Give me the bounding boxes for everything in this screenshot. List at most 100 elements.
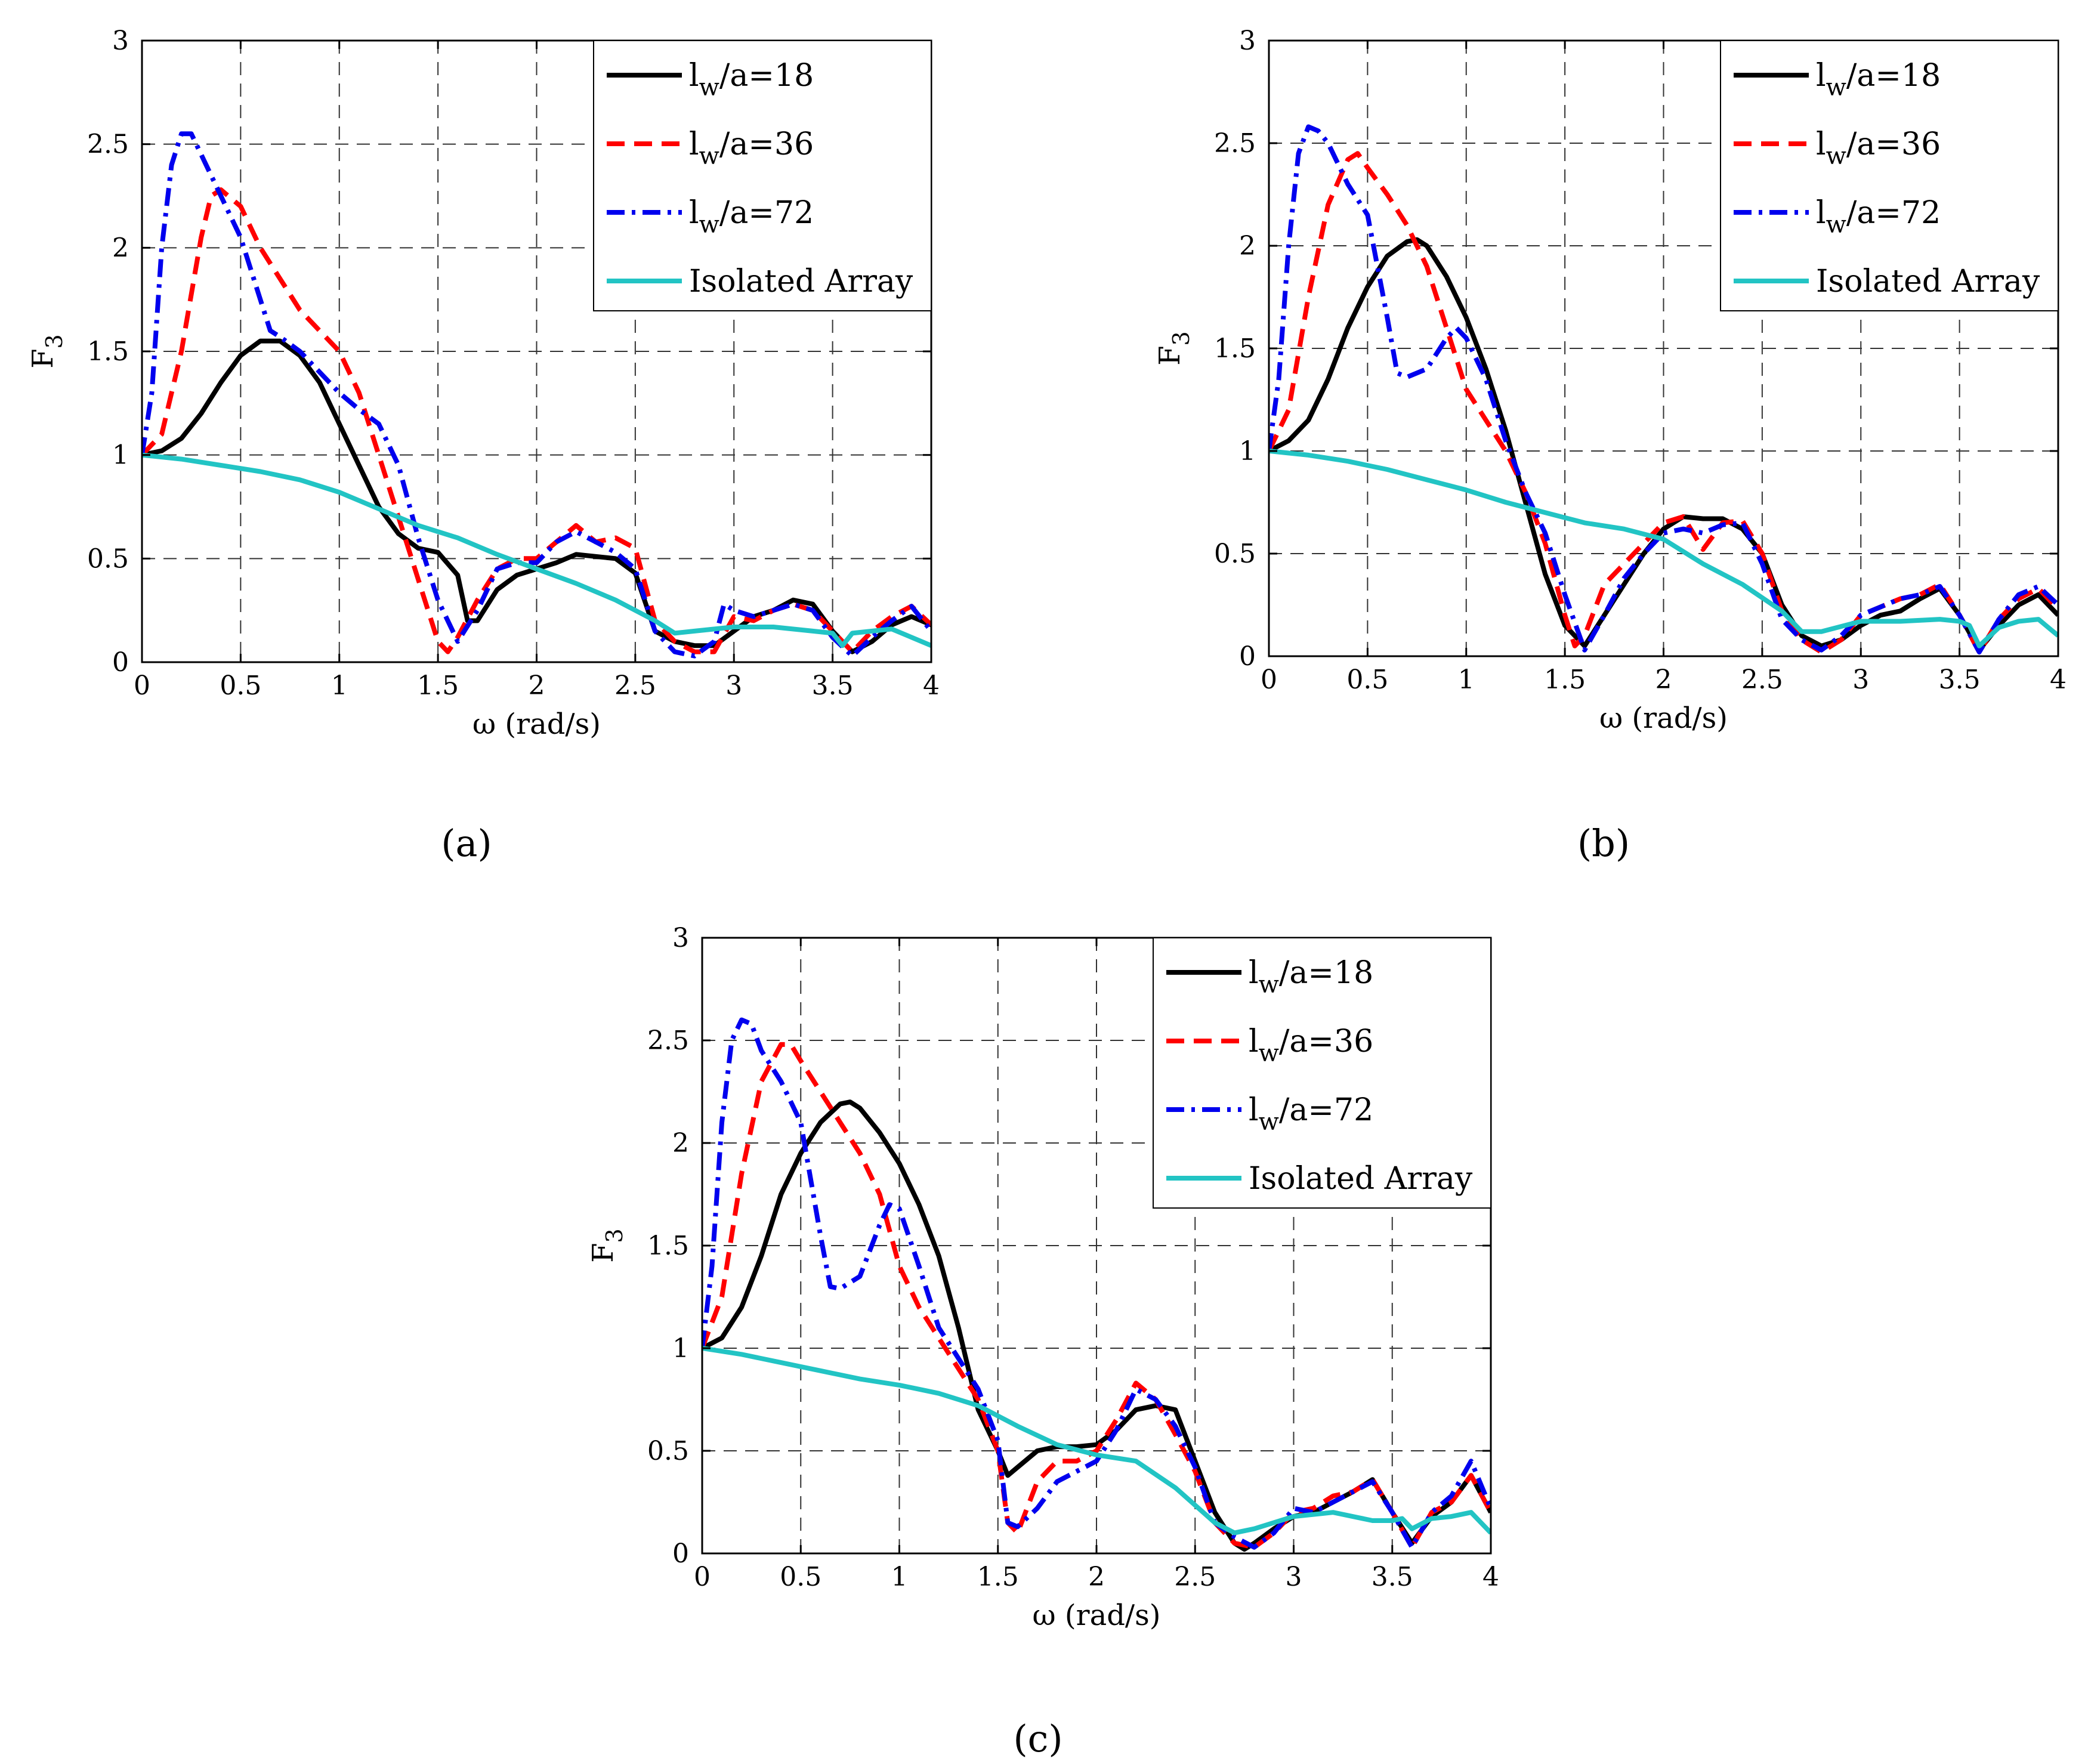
y-axis-label-sub: 3 (601, 1228, 628, 1243)
legend-label-main: l (1816, 195, 1826, 231)
legend-label-3: Isolated Array (689, 264, 913, 299)
legend-label-rest: /a=36 (1279, 1024, 1373, 1059)
y-tick-label: 0.5 (1214, 539, 1256, 569)
x-tick-label: 2.5 (614, 671, 656, 701)
y-tick-label: 0.5 (647, 1436, 689, 1466)
x-tick-label: 1.5 (1544, 665, 1586, 695)
series-line-0 (702, 1099, 1491, 1552)
x-tick-label: 3 (725, 671, 742, 701)
legend-label-2: lw/a=72 (1816, 195, 1941, 239)
y-tick-label: 2.5 (647, 1025, 689, 1056)
x-tick-label: 1 (331, 671, 348, 701)
series-line-2 (702, 1017, 1491, 1550)
legend-label-rest: /a=36 (719, 126, 814, 162)
legend-label-1: lw/a=36 (1249, 1024, 1373, 1067)
x-tick-label: 0 (1261, 665, 1277, 695)
legend-box (593, 40, 932, 311)
x-tick-label: 3 (1286, 1562, 1302, 1592)
panel-caption: (b) (1577, 821, 1630, 865)
panel-caption: (c) (1013, 1717, 1062, 1760)
x-tick-label: 1 (1458, 665, 1475, 695)
x-tick-label: 2 (529, 671, 545, 701)
x-tick-label: 0.5 (220, 671, 261, 701)
legend-label-main: Isolated Array (1816, 264, 2040, 299)
y-tick-label: 1 (1239, 436, 1256, 467)
x-axis-label: ω (rad/s) (1033, 1599, 1161, 1632)
x-tick-label: 0 (134, 671, 150, 701)
legend-box (1153, 937, 1491, 1209)
series-line-3 (702, 1346, 1491, 1536)
chart-panel-a: 0 0.5 1 1.5 2 2.5 3 3.5 4 0 0.5 1 1.5 2 2.5 3 ω (rad/s) F… (26, 26, 940, 865)
y-tick-label: 3 (1239, 26, 1256, 56)
panel-caption: (a) (441, 821, 492, 865)
legend-label-main: l (689, 126, 699, 162)
legend-label-2: lw/a=72 (689, 195, 814, 239)
x-tick-label: 1 (891, 1562, 908, 1592)
x-axis-label: ω (rad/s) (1599, 702, 1728, 735)
series-line-0 (142, 338, 931, 654)
y-tick-label: 1.5 (647, 1231, 689, 1261)
legend-label-sub: w (1826, 143, 1846, 170)
legend-label-0: lw/a=18 (1249, 955, 1373, 999)
y-axis-label-main: F (26, 348, 60, 368)
x-tick-label: 2 (1088, 1562, 1105, 1592)
y-axis-label-sub: 3 (41, 334, 67, 348)
y-axis-label: F3 (1153, 331, 1194, 366)
x-tick-label: 0 (694, 1562, 711, 1592)
legend-label-rest: /a=18 (1846, 58, 1941, 94)
y-tick-label: 2 (1239, 231, 1256, 261)
x-tick-label: 1.5 (977, 1562, 1019, 1592)
y-axis-label: F3 (26, 334, 67, 369)
chart-panel-b: 0 0.5 1 1.5 2 2.5 3 3.5 4 0 0.5 1 1.5 2 2.5 3 ω (rad/s) F… (1153, 26, 2067, 865)
legend-label-3: Isolated Array (1249, 1161, 1473, 1197)
x-tick-label: 3 (1852, 665, 1869, 695)
legend-label-main: l (689, 195, 699, 231)
legend-label-main: Isolated Array (1249, 1161, 1473, 1197)
legend-label-1: lw/a=36 (1816, 126, 1941, 170)
legend-label-sub: w (699, 74, 719, 101)
x-tick-label: 3.5 (1372, 1562, 1413, 1592)
y-tick-label: 0.5 (87, 543, 129, 574)
legend-label-rest: /a=18 (719, 58, 814, 94)
legend-label-sub: w (699, 211, 719, 239)
series-line-1 (1269, 151, 2058, 655)
y-tick-label: 1 (672, 1333, 689, 1364)
chart-panel-c: 0 0.5 1 1.5 2 2.5 3 3.5 4 0 0.5 1 1.5 2 2.5 3 ω (rad/s) F… (586, 923, 1499, 1760)
y-tick-label: 2 (672, 1128, 689, 1159)
legend-label-1: lw/a=36 (689, 126, 814, 170)
legend-label-main: l (1249, 1024, 1259, 1059)
x-tick-label: 2.5 (1741, 665, 1783, 695)
legend-label-rest: /a=36 (1846, 126, 1941, 162)
legend-label-main: l (689, 58, 699, 94)
legend-label-sub: w (1826, 211, 1846, 239)
legend-label-0: lw/a=18 (1816, 58, 1941, 101)
y-tick-label: 0 (672, 1539, 689, 1569)
series-line-3 (1269, 449, 2058, 648)
x-tick-label: 0.5 (1346, 665, 1388, 695)
legend-label-rest: /a=18 (1279, 955, 1373, 991)
legend-label-sub: w (1259, 971, 1279, 999)
legend-label-main: l (1816, 126, 1826, 162)
legend-label-main: l (1816, 58, 1826, 94)
y-tick-label: 3 (112, 26, 129, 56)
series-line-2 (142, 131, 931, 659)
y-axis-label-main: F (586, 1243, 620, 1262)
legend-label-sub: w (1826, 74, 1846, 101)
legend-label-main: Isolated Array (689, 264, 913, 299)
x-tick-label: 2.5 (1174, 1562, 1216, 1592)
legend-label-2: lw/a=72 (1249, 1092, 1373, 1136)
legend-label-main: l (1249, 1092, 1259, 1128)
y-axis-label-main: F (1153, 345, 1187, 365)
series-line-2 (1269, 124, 2058, 655)
x-tick-label: 4 (1482, 1562, 1499, 1592)
y-tick-label: 3 (672, 923, 689, 953)
series-line-3 (142, 452, 931, 648)
legend-label-sub: w (699, 143, 719, 170)
y-axis-label-sub: 3 (1168, 331, 1194, 345)
x-tick-label: 1.5 (417, 671, 459, 701)
y-tick-label: 1.5 (1214, 333, 1256, 364)
legend-label-sub: w (1259, 1108, 1279, 1136)
